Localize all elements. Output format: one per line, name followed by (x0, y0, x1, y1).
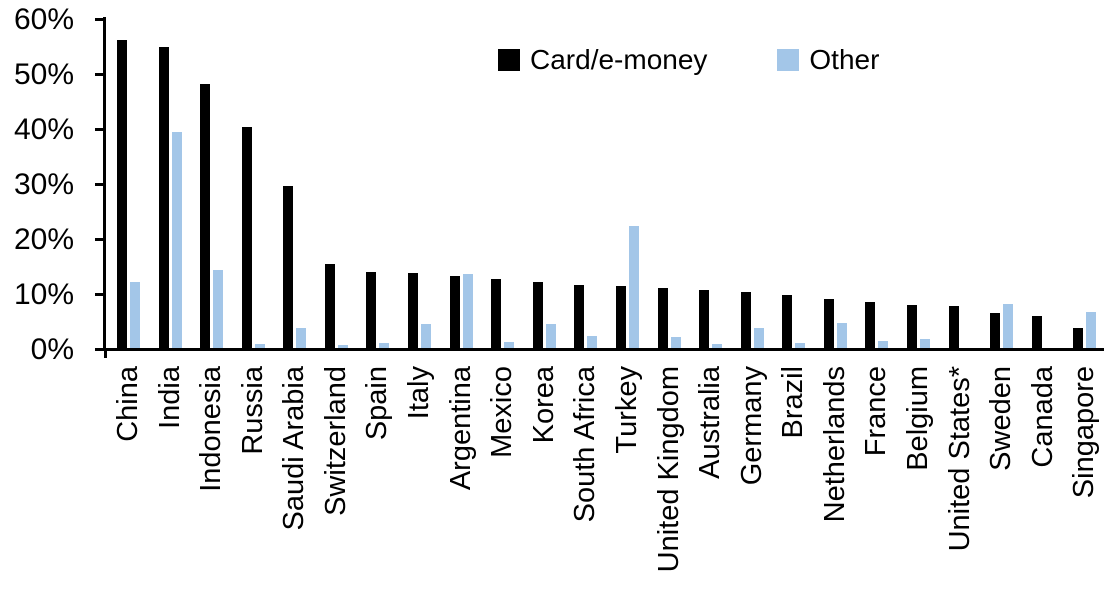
legend-swatch-card-e-money-icon (498, 49, 520, 71)
bar-card-e-money (990, 312, 1001, 350)
bar-card-e-money (449, 276, 460, 350)
bar-card-e-money (200, 84, 211, 350)
legend-swatch-other-icon (777, 49, 800, 71)
bar-other (296, 328, 307, 350)
x-axis-line (103, 348, 1104, 351)
x-category-label: Saudi Arabia (278, 366, 311, 531)
bar-other (753, 328, 764, 350)
bar-other (171, 131, 182, 350)
bar-card-e-money (408, 272, 419, 350)
bar-other (462, 273, 473, 350)
legend-item-card-e-money: Card/e-money (498, 45, 707, 75)
x-category-label: Turkey (610, 366, 643, 454)
bar-other (587, 336, 598, 350)
legend-item-other: Other (777, 45, 879, 75)
x-category-label: Germany (735, 366, 768, 486)
bar-other (836, 323, 847, 350)
x-category-label: Argentina (444, 366, 477, 491)
y-axis-tick (95, 18, 104, 21)
x-category-label: Italy (403, 366, 436, 420)
x-category-label: India (153, 366, 186, 429)
x-category-label: Singapore (1068, 366, 1101, 499)
x-category-label: United States* (943, 366, 976, 552)
bar-card-e-money (324, 264, 335, 350)
y-axis-tick (95, 293, 104, 296)
x-category-label: Switzerland (319, 366, 352, 516)
y-tick-label: 10% (13, 277, 74, 311)
bar-other (421, 324, 432, 350)
x-category-label: United Kingdom (652, 366, 685, 573)
legend-label-card-e-money: Card/e-money (530, 44, 708, 75)
bar-card-e-money (865, 301, 876, 350)
x-category-label: France (860, 366, 893, 457)
bar-card-e-money (823, 298, 834, 350)
y-tick-label: 60% (13, 2, 74, 36)
y-axis-tick (95, 128, 104, 131)
chart-legend: Card/e-money Other (498, 45, 879, 75)
x-category-label: Netherlands (818, 366, 851, 523)
bar-other (504, 341, 515, 350)
y-tick-label: 0% (30, 332, 74, 366)
x-category-label: Korea (527, 366, 560, 444)
bar-card-e-money (574, 284, 585, 350)
bar-other (254, 344, 265, 350)
bar-card-e-money (699, 290, 710, 350)
bar-card-e-money (117, 40, 127, 350)
y-axis-tick (95, 183, 104, 186)
bar-card-e-money (491, 278, 502, 350)
x-category-label: China (112, 366, 144, 442)
x-category-label: Russia (236, 366, 269, 455)
bar-other (1086, 312, 1097, 350)
y-axis-line (103, 17, 106, 351)
bar-other (670, 336, 681, 350)
bar-other (213, 270, 224, 350)
bar-other (712, 344, 723, 350)
x-category-label: South Africa (569, 366, 602, 523)
x-category-label: Mexico (486, 366, 519, 458)
x-category-label: Brazil (777, 366, 810, 439)
bar-other (130, 281, 140, 350)
y-axis-tick (95, 348, 104, 351)
x-category-label: Sweden (985, 366, 1018, 471)
y-tick-label: 30% (13, 167, 74, 201)
y-axis-tick (95, 238, 104, 241)
bar-other (1003, 304, 1014, 350)
bar-chart: Card/e-money Other 0% 10% 20% 30% 40% 50% 60% … (13, 2, 1104, 573)
bar-other (795, 342, 806, 350)
bar-card-e-money (532, 282, 543, 350)
bar-card-e-money (1073, 328, 1084, 350)
x-category-label: Belgium (902, 366, 935, 471)
bar-other (878, 341, 889, 350)
x-category-label: Spain (361, 366, 394, 441)
bar-other (379, 342, 390, 350)
bar-card-e-money (907, 304, 918, 350)
x-category-label: Canada (1026, 366, 1059, 468)
x-axis-corner-tick (104, 351, 107, 358)
bar-other (545, 324, 556, 350)
bar-card-e-money (366, 271, 377, 350)
y-axis-tick (95, 73, 104, 76)
bar-other (337, 344, 348, 350)
y-tick-label: 40% (13, 112, 74, 146)
legend-label-other: Other (809, 44, 880, 75)
bar-card-e-money (1031, 315, 1042, 350)
bar-card-e-money (615, 285, 626, 350)
bar-card-e-money (241, 126, 252, 350)
bar-card-e-money (158, 47, 169, 350)
bar-card-e-money (782, 294, 793, 350)
bar-card-e-money (948, 305, 959, 350)
bar-card-e-money (657, 288, 668, 350)
bar-other (628, 225, 639, 350)
x-category-label: Indonesia (195, 366, 228, 492)
bar-card-e-money (283, 185, 294, 350)
y-tick-label: 20% (13, 222, 74, 256)
x-category-label: Australia (694, 366, 727, 479)
bar-other (920, 338, 931, 350)
y-tick-label: 50% (13, 57, 74, 91)
bar-card-e-money (740, 291, 751, 350)
